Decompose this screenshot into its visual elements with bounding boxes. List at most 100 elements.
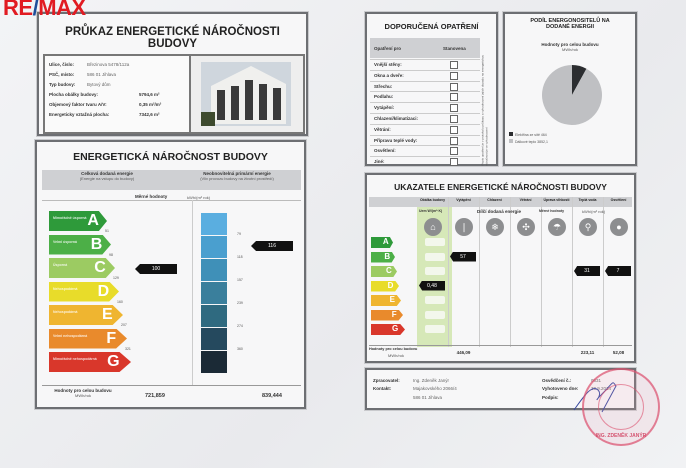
measure-checkbox[interactable] xyxy=(450,147,458,156)
column-divider xyxy=(479,197,480,347)
measure-row-line xyxy=(370,156,480,158)
delivered-energy-subheader: (Energie na vstupu do budovy) xyxy=(79,176,135,181)
indicator-marker: 0,48 xyxy=(419,280,445,291)
measure-label: Střechu: xyxy=(374,83,393,89)
measure-checkbox[interactable] xyxy=(450,82,458,91)
class-letter: F xyxy=(391,309,397,319)
building-photo xyxy=(189,54,305,134)
measure-label: Přípravu teplé vody: xyxy=(374,137,418,143)
totals-divider xyxy=(369,345,632,346)
info-row: Ulice, číslo: Březinova 5478/112a xyxy=(49,62,185,72)
info-value: 5794,6 m² xyxy=(139,92,160,97)
measure-checkbox[interactable] xyxy=(450,71,458,80)
share-title: PODÍL ENERGONOSITELŮ NA DODANÉ ENERGII xyxy=(530,18,610,30)
legend-swatch xyxy=(509,139,513,143)
info-row: Typ budovy: Bytový dům xyxy=(49,82,185,92)
delivered-scale-tick: 160 xyxy=(117,299,123,304)
primary-energy-subheader: (Vliv provozu budovy na životní prostřed… xyxy=(200,176,274,181)
envelope-class-slot xyxy=(425,325,445,333)
bulb-icon: ● xyxy=(610,218,628,236)
indicator-total: 446,09 xyxy=(456,350,471,355)
measure-checkbox[interactable] xyxy=(450,104,458,113)
measure-label: Vnější stěny: xyxy=(374,62,402,67)
energy-class-F: Velmi nehospodárná F xyxy=(49,328,127,349)
unit-label: kWh/(m² rok) xyxy=(187,195,211,200)
info-label: Energeticky vztažná plocha: xyxy=(49,112,110,117)
legend-item: Elektřina ze sítě 464 xyxy=(509,132,548,139)
column-divider xyxy=(510,197,511,347)
primary-energy-marker: 116 xyxy=(251,241,293,251)
measure-label: Chlazení/klimatizaci: xyxy=(374,116,419,121)
total-primary-energy: 839,444 xyxy=(262,393,282,399)
measure-checkbox[interactable] xyxy=(450,115,458,123)
total-unit: MWh/rok xyxy=(388,353,404,358)
measure-checkbox[interactable] xyxy=(450,158,458,167)
enb-title: ENERGETICKÁ NÁROČNOST BUDOVY xyxy=(73,151,268,163)
measure-checkbox[interactable] xyxy=(450,125,458,134)
energy-performance-panel: ENERGETICKÁ NÁROČNOST BUDOVY Celková dod… xyxy=(35,140,306,409)
class-letter: C xyxy=(94,259,106,276)
share-pie-chart xyxy=(542,65,602,125)
class-letter: C xyxy=(386,266,392,275)
info-value: Březinova 5478/112a xyxy=(87,62,130,67)
share-subtitle: Hodnoty pro celou budovu xyxy=(541,42,599,47)
class-letter: E xyxy=(389,295,395,304)
indicator-class-D: D xyxy=(371,280,399,292)
class-letter: B xyxy=(384,251,391,261)
measure-row-line xyxy=(370,69,480,71)
measures-title: DOPORUČENÁ OPATŘENÍ xyxy=(384,22,479,31)
uem-label: Uem W/(m²·K) xyxy=(419,209,443,213)
column-divider xyxy=(448,197,449,347)
recommended-measures-panel: DOPORUČENÁ OPATŘENÍ Opatření pro Stanove… xyxy=(365,12,498,167)
column-divider xyxy=(572,197,573,347)
share-unit: MWh/rok xyxy=(562,47,578,52)
signature-label: Podpis: xyxy=(542,395,559,400)
measure-checkbox[interactable] xyxy=(450,93,458,102)
envelope-class-slot xyxy=(425,238,445,246)
class-letter: F xyxy=(106,329,117,347)
class-desc: Mimořádně nehospodárná xyxy=(53,357,97,361)
column-header: Větrání xyxy=(519,198,532,202)
info-label: Ulice, číslo: xyxy=(49,62,75,67)
primary-scale-segment xyxy=(201,305,227,327)
info-row: Objemový faktor tvaru A/V: 0,35 m²/m³ xyxy=(49,102,185,112)
column-divider xyxy=(603,197,604,347)
info-label: Plocha obálky budovy: xyxy=(49,92,99,97)
fan-icon: ✣ xyxy=(517,218,535,236)
measures-col-header: Opatření pro xyxy=(374,46,402,51)
class-letter: G xyxy=(391,324,399,333)
measure-checkbox[interactable] xyxy=(450,136,458,145)
cooling-icon: ❄ xyxy=(486,218,504,236)
certificate-header: PRŮKAZ ENERGETICKÉ NÁROČNOSTI BUDOVY Uli… xyxy=(37,12,308,136)
certificate-title: PRŮKAZ ENERGETICKÉ NÁROČNOSTI BUDOVY xyxy=(65,26,280,50)
envelope-class-slot xyxy=(425,296,445,304)
stamp-text: ING. ZDENĚK JANÝR xyxy=(595,433,647,439)
primary-scale-segment xyxy=(201,282,227,304)
class-desc: Mimořádně úsporná xyxy=(53,216,87,220)
info-value: Bytový dům xyxy=(87,82,111,87)
measure-checkbox[interactable] xyxy=(450,61,458,69)
measure-row-line xyxy=(370,134,480,136)
class-letter: B xyxy=(90,235,103,253)
measure-row-line xyxy=(370,80,480,82)
measure-label: Okna a dveře: xyxy=(374,72,404,78)
house-icon: ⌂ xyxy=(424,218,442,236)
indicators-title: UKAZATELE ENERGETICKÉ NÁROČNOSTI BUDOVY xyxy=(394,182,607,192)
delivered-scale-tick: 51 xyxy=(105,229,109,233)
class-desc: Velmi nehospodárná xyxy=(53,333,88,338)
indicator-class-F: F xyxy=(371,309,403,321)
specific-values-label: Měrné hodnoty xyxy=(539,209,565,213)
author-label: Zpracovatel: xyxy=(373,378,400,383)
class-desc: Nehospodárná xyxy=(53,286,78,291)
column-divider xyxy=(541,197,542,347)
delivered-scale-tick: 98 xyxy=(109,252,113,257)
envelope-class-slot xyxy=(425,310,445,319)
unit-label: kWh/(m² rok) xyxy=(582,209,606,214)
legend-item: Dálkové teplo 3852,1 xyxy=(509,139,548,146)
legend-label: Elektřina ze sítě 464 xyxy=(515,133,547,137)
column-header: Vytápění xyxy=(456,198,471,202)
indicator-total: 223,11 xyxy=(580,350,595,355)
info-label: Typ budovy: xyxy=(49,82,76,87)
indicator-marker: 31 xyxy=(574,266,600,276)
column-header: Teplá voda xyxy=(578,198,597,202)
